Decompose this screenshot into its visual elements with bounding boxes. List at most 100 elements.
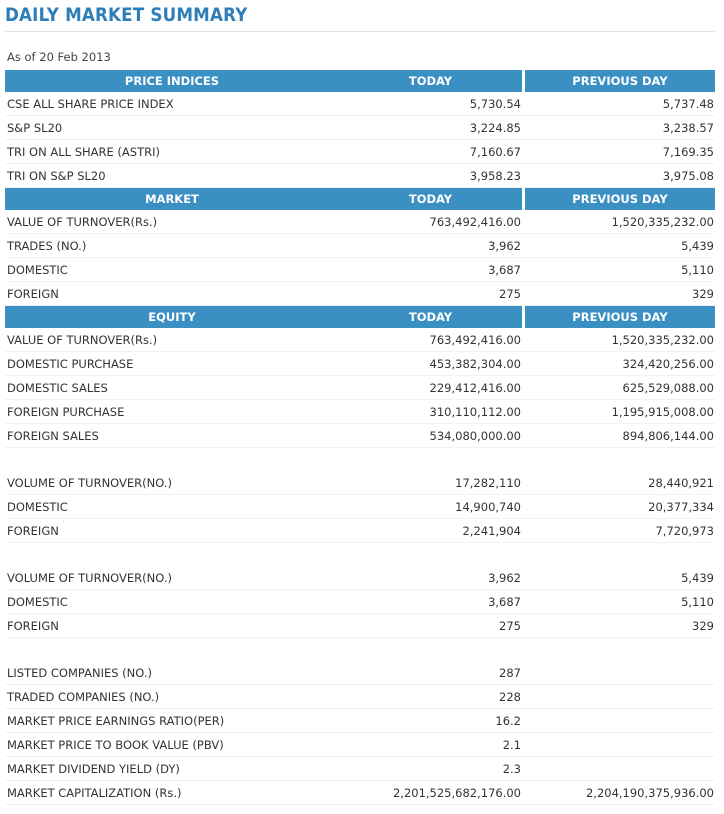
previous-day-value: 329 [525, 613, 715, 638]
column-gap [522, 708, 525, 733]
previous-day-value [525, 732, 715, 757]
table-row: FOREIGN 275 329 [5, 281, 715, 306]
column-gap [522, 399, 525, 424]
previous-day-value: 20,377,334 [525, 494, 715, 519]
today-value: 3,958.23 [339, 163, 522, 188]
today-value: 763,492,416.00 [339, 210, 522, 234]
column-gap [522, 732, 525, 757]
page-title: DAILY MARKET SUMMARY [5, 4, 248, 26]
column-gap [522, 375, 525, 400]
column-gap [522, 70, 525, 92]
column-gap [522, 210, 525, 234]
table-row: FOREIGN SALES 534,080,000.00 894,806,144.0… [5, 423, 715, 448]
column-gap [522, 756, 525, 781]
header-label: PRICE INDICES [5, 70, 339, 92]
row-label: DOMESTIC SALES [5, 375, 339, 400]
previous-day-value: 1,520,335,232.00 [525, 328, 715, 352]
title-divider [5, 31, 715, 32]
table-row: FOREIGN 2,241,904 7,720,973 [5, 518, 715, 543]
today-value: 16.2 [339, 708, 522, 733]
previous-day-value [525, 543, 715, 567]
table-row: MARKET CAPITALIZATION (Rs.) 2,201,525,682… [5, 780, 715, 805]
table-row: CSE ALL SHARE PRICE INDEX 5,730.54 5,737.4… [5, 92, 715, 116]
row-label: MARKET DIVIDEND YIELD (DY) [5, 756, 339, 781]
table-row: DOMESTIC 3,687 5,110 [5, 589, 715, 614]
today-value: 2,201,525,682,176.00 [339, 780, 522, 805]
previous-day-value: 1,520,335,232.00 [525, 210, 715, 234]
today-value: 229,412,416.00 [339, 375, 522, 400]
today-value: 275 [339, 281, 522, 306]
column-gap [522, 423, 525, 448]
previous-day-value: 1,195,915,008.00 [525, 399, 715, 424]
previous-day-value: 7,720,973 [525, 518, 715, 543]
table-row: TRI ON ALL SHARE (ASTRI) 7,160.67 7,169.35 [5, 139, 715, 164]
table-row: DOMESTIC SALES 229,412,416.00 625,529,088.… [5, 375, 715, 400]
today-value [339, 638, 522, 662]
row-label: FOREIGN [5, 518, 339, 543]
table-row: DOMESTIC 14,900,740 20,377,334 [5, 494, 715, 519]
today-value: 228 [339, 684, 522, 709]
row-label: FOREIGN PURCHASE [5, 399, 339, 424]
previous-day-value: 625,529,088.00 [525, 375, 715, 400]
section-header: EQUITY TODAY PREVIOUS DAY [5, 305, 715, 328]
previous-day-value [525, 684, 715, 709]
previous-day-value [525, 638, 715, 662]
previous-day-value [525, 448, 715, 472]
table-row: VALUE OF TURNOVER(Rs.) 763,492,416.00 1,52… [5, 210, 715, 234]
previous-day-value: 5,439 [525, 566, 715, 590]
table-row: TRI ON S&P SL20 3,958.23 3,975.08 [5, 163, 715, 188]
table-row: FOREIGN 275 329 [5, 613, 715, 638]
previous-day-value: 5,439 [525, 233, 715, 258]
table-row: MARKET PRICE EARNINGS RATIO(PER) 16.2 [5, 708, 715, 733]
today-value: 453,382,304.00 [339, 351, 522, 376]
today-value: 3,687 [339, 589, 522, 614]
column-gap [522, 257, 525, 282]
column-gap [522, 494, 525, 519]
column-gap [522, 163, 525, 188]
today-value [339, 448, 522, 472]
previous-day-value [525, 661, 715, 685]
column-gap [522, 471, 525, 495]
spacer-row [5, 543, 715, 567]
table-row: DOMESTIC PURCHASE 453,382,304.00 324,420,2… [5, 351, 715, 376]
column-gap [522, 661, 525, 685]
today-value [339, 543, 522, 567]
row-label [5, 638, 339, 662]
column-gap [522, 233, 525, 258]
row-label: VALUE OF TURNOVER(Rs.) [5, 328, 339, 352]
column-gap [522, 305, 525, 328]
row-label: DOMESTIC [5, 494, 339, 519]
today-value: 275 [339, 613, 522, 638]
table-row: FOREIGN PURCHASE 310,110,112.00 1,195,915,… [5, 399, 715, 424]
column-gap [522, 351, 525, 376]
column-gap [522, 187, 525, 210]
header-today: TODAY [339, 305, 522, 328]
today-value: 763,492,416.00 [339, 328, 522, 352]
today-value: 310,110,112.00 [339, 399, 522, 424]
spacer-row [5, 638, 715, 662]
previous-day-value: 2,204,190,375,936.00 [525, 780, 715, 805]
row-label: TRADED COMPANIES (NO.) [5, 684, 339, 709]
column-gap [522, 780, 525, 805]
row-label: TRADES (NO.) [5, 233, 339, 258]
table-row: VALUE OF TURNOVER(Rs.) 763,492,416.00 1,52… [5, 328, 715, 352]
previous-day-value: 324,420,256.00 [525, 351, 715, 376]
today-value: 3,962 [339, 566, 522, 590]
previous-day-value [525, 708, 715, 733]
column-gap [522, 518, 525, 543]
row-label: TRI ON S&P SL20 [5, 163, 339, 188]
table-row: MARKET PRICE TO BOOK VALUE (PBV) 2.1 [5, 732, 715, 757]
row-label: MARKET CAPITALIZATION (Rs.) [5, 780, 339, 805]
previous-day-value: 28,440,921 [525, 471, 715, 495]
market-summary-table: PRICE INDICES TODAY PREVIOUS DAY CSE ALL SH… [5, 70, 715, 805]
row-label: MARKET PRICE EARNINGS RATIO(PER) [5, 708, 339, 733]
previous-day-value [525, 756, 715, 781]
row-label: CSE ALL SHARE PRICE INDEX [5, 92, 339, 116]
header-previous-day: PREVIOUS DAY [525, 70, 715, 92]
header-today: TODAY [339, 187, 522, 210]
header-previous-day: PREVIOUS DAY [525, 305, 715, 328]
table-row: TRADES (NO.) 3,962 5,439 [5, 233, 715, 258]
section-header: PRICE INDICES TODAY PREVIOUS DAY [5, 70, 715, 92]
column-gap [522, 92, 525, 116]
today-value: 3,224.85 [339, 115, 522, 140]
